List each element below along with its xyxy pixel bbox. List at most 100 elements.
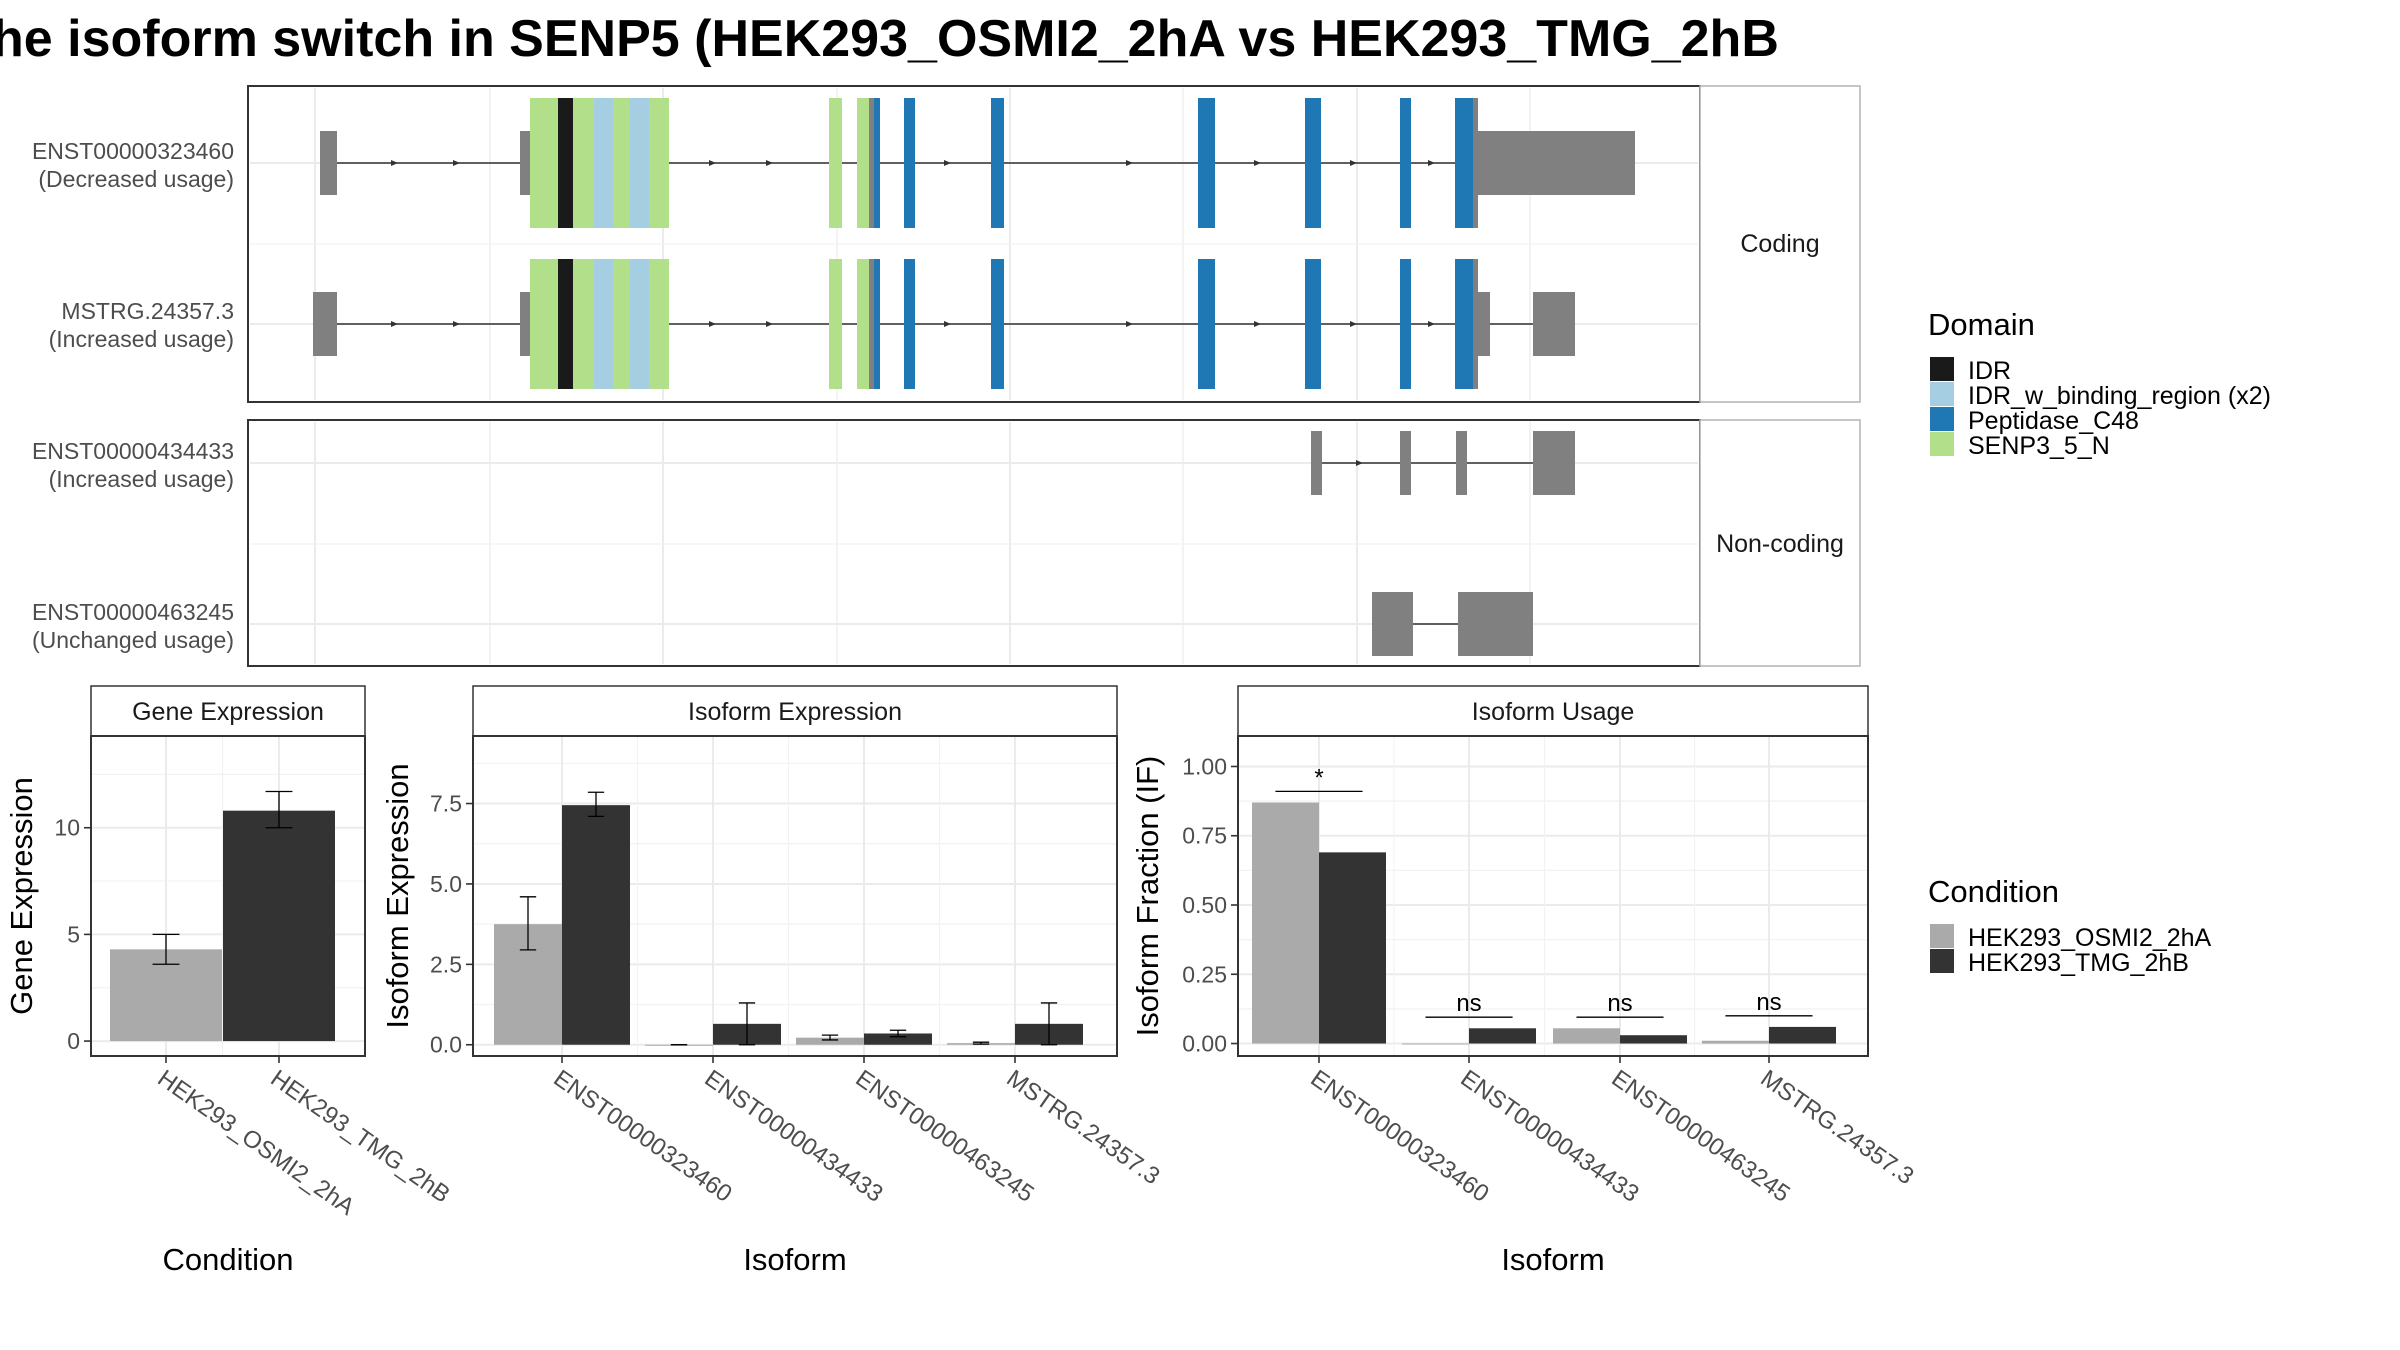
intron-arrow: [1254, 321, 1261, 327]
domain-peptidase-c48: [1305, 98, 1321, 228]
significance-label: ns: [1607, 990, 1632, 1017]
isoform-expression-bars: [494, 791, 1083, 1046]
bar: [864, 1033, 932, 1045]
isoform-expression-frame: [472, 735, 1118, 1057]
utr-exon: [520, 292, 530, 356]
cds-exon: [1473, 259, 1478, 389]
significance-label: ns: [1756, 989, 1781, 1016]
transcript-usage-2: (Increased usage): [49, 326, 234, 352]
bar: [1469, 1028, 1536, 1044]
utr-exon: [520, 131, 530, 195]
intron-arrow: [1428, 321, 1435, 327]
domain-senp3-5-n: [829, 98, 842, 228]
utr-exon: [320, 131, 337, 195]
x-tick-label: MSTRG.24357.3: [1756, 1065, 1919, 1190]
intron-arrow: [1126, 321, 1133, 327]
legend-label-idr-binding: IDR_w_binding_region (x2): [1968, 382, 2271, 410]
bar: [1252, 802, 1319, 1044]
transcript-panel: Coding Non-coding ENST00000323460 (Decre…: [32, 85, 1861, 667]
isoform-expression-strip: [472, 685, 1118, 737]
bar: [1402, 1043, 1469, 1045]
utr-exon: [1478, 131, 1635, 195]
domain-peptidase-c48: [1198, 98, 1215, 228]
domain-peptidase-c48: [1305, 259, 1321, 389]
isoform-usage-bars: * ns ns ns: [1252, 764, 1836, 1045]
domain-idr-binding-region: [630, 259, 649, 389]
bar: [1553, 1028, 1620, 1044]
y-tick-label: 0.00: [1182, 1031, 1227, 1057]
intron-arrow: [944, 321, 951, 327]
gene-expression-strip: [90, 685, 366, 737]
isoform-usage-panel: Isoform Usage * ns ns ns 0.00 0.25 0.50 0.75 1.…: [1130, 685, 1919, 1277]
utr-exon: [1478, 292, 1490, 356]
y-tick-label: 0.75: [1182, 823, 1227, 849]
transcript-label-2: MSTRG.24357.3: [61, 298, 234, 324]
figure-title: he isoform switch in SENP5 (HEK293_OSMI2…: [0, 10, 1779, 68]
legend-key-cond-b: [1930, 949, 1954, 973]
isoform-expression-panel: Isoform Expression 0.02.55.07.5ENST00000…: [380, 685, 1165, 1277]
domain-idr: [558, 98, 573, 228]
y-tick-label: 5: [67, 921, 80, 947]
domain-peptidase-c48: [904, 259, 915, 389]
bar: [796, 1037, 864, 1045]
domain-senp3-5-n: [530, 259, 558, 389]
bar: [1620, 1035, 1687, 1044]
gene-expression-xlabel: Condition: [163, 1242, 294, 1277]
legend-label-cond-b: HEK293_TMG_2hB: [1968, 949, 2189, 977]
domain-senp3-5-n: [649, 98, 669, 228]
y-tick-label: 7.5: [430, 791, 462, 817]
x-tick-label: HEK293_TMG_2hB: [266, 1065, 455, 1209]
noncoding-exon: [1456, 431, 1467, 495]
domain-peptidase-c48: [1455, 259, 1473, 389]
isoform-expression-xlabel: Isoform: [743, 1242, 846, 1277]
domain-senp3-5-n: [530, 98, 558, 228]
cds-exon: [1473, 98, 1478, 228]
bar: [1319, 852, 1386, 1044]
utr-exon: [1533, 292, 1575, 356]
bar: [562, 805, 630, 1045]
legend-label-idr: IDR: [1968, 357, 2011, 385]
intron-arrow: [766, 160, 773, 166]
intron-arrow: [391, 160, 398, 166]
isoform-usage-ylabel: Isoform Fraction (IF): [1130, 756, 1165, 1037]
domain-peptidase-c48: [1198, 259, 1215, 389]
legend-key-senp3: [1930, 432, 1954, 456]
gene-expression-frame: [90, 735, 366, 1057]
utr-exon: [313, 292, 337, 356]
y-tick-label: 0.0: [430, 1032, 462, 1058]
domain-idr-binding-region: [594, 259, 613, 389]
noncoding-facet-label: Non-coding: [1716, 530, 1844, 558]
gene-expression-ylabel: Gene Expression: [4, 777, 39, 1015]
legend-label-cond-a: HEK293_OSMI2_2hA: [1968, 924, 2212, 952]
intron-arrow: [1126, 160, 1133, 166]
domain-idr: [558, 259, 573, 389]
y-tick-label: 5.0: [430, 871, 462, 897]
domain-legend: Domain IDR IDR_w_binding_region (x2) Pep…: [1928, 307, 2271, 460]
intron-arrow: [709, 321, 716, 327]
legend-label-peptidase: Peptidase_C48: [1968, 407, 2139, 435]
domain-senp3-5-n: [857, 259, 869, 389]
legend-key-cond-a: [1930, 924, 1954, 948]
domain-peptidase-c48: [1455, 98, 1473, 228]
intron-arrow: [1350, 160, 1357, 166]
gene-expression-title: Gene Expression: [132, 698, 324, 726]
noncoding-facet-strip: [1699, 419, 1861, 667]
transcript-label-1: ENST00000323460: [32, 138, 234, 164]
coding-facet-strip: [1699, 85, 1861, 403]
cds-exon: [869, 98, 874, 228]
legend-key-idr-binding: [1930, 382, 1954, 406]
y-tick-label: 2.5: [430, 951, 462, 977]
y-tick-label: 10: [54, 815, 80, 841]
isoform-expression-title: Isoform Expression: [688, 698, 902, 726]
noncoding-exon: [1533, 431, 1575, 495]
domain-legend-title: Domain: [1928, 307, 2035, 342]
y-tick-label: 0.25: [1182, 961, 1227, 987]
bar: [1769, 1026, 1836, 1044]
x-tick-label: HEK293_OSMI2_2hA: [153, 1065, 360, 1221]
intron-arrow: [1356, 460, 1363, 466]
intron-arrow: [1254, 160, 1261, 166]
legend-label-senp3: SENP3_5_N: [1968, 432, 2110, 460]
isoform-expression-ylabel: Isoform Expression: [380, 763, 415, 1028]
transcript-usage-3: (Increased usage): [49, 466, 234, 492]
condition-legend-title: Condition: [1928, 874, 2059, 909]
